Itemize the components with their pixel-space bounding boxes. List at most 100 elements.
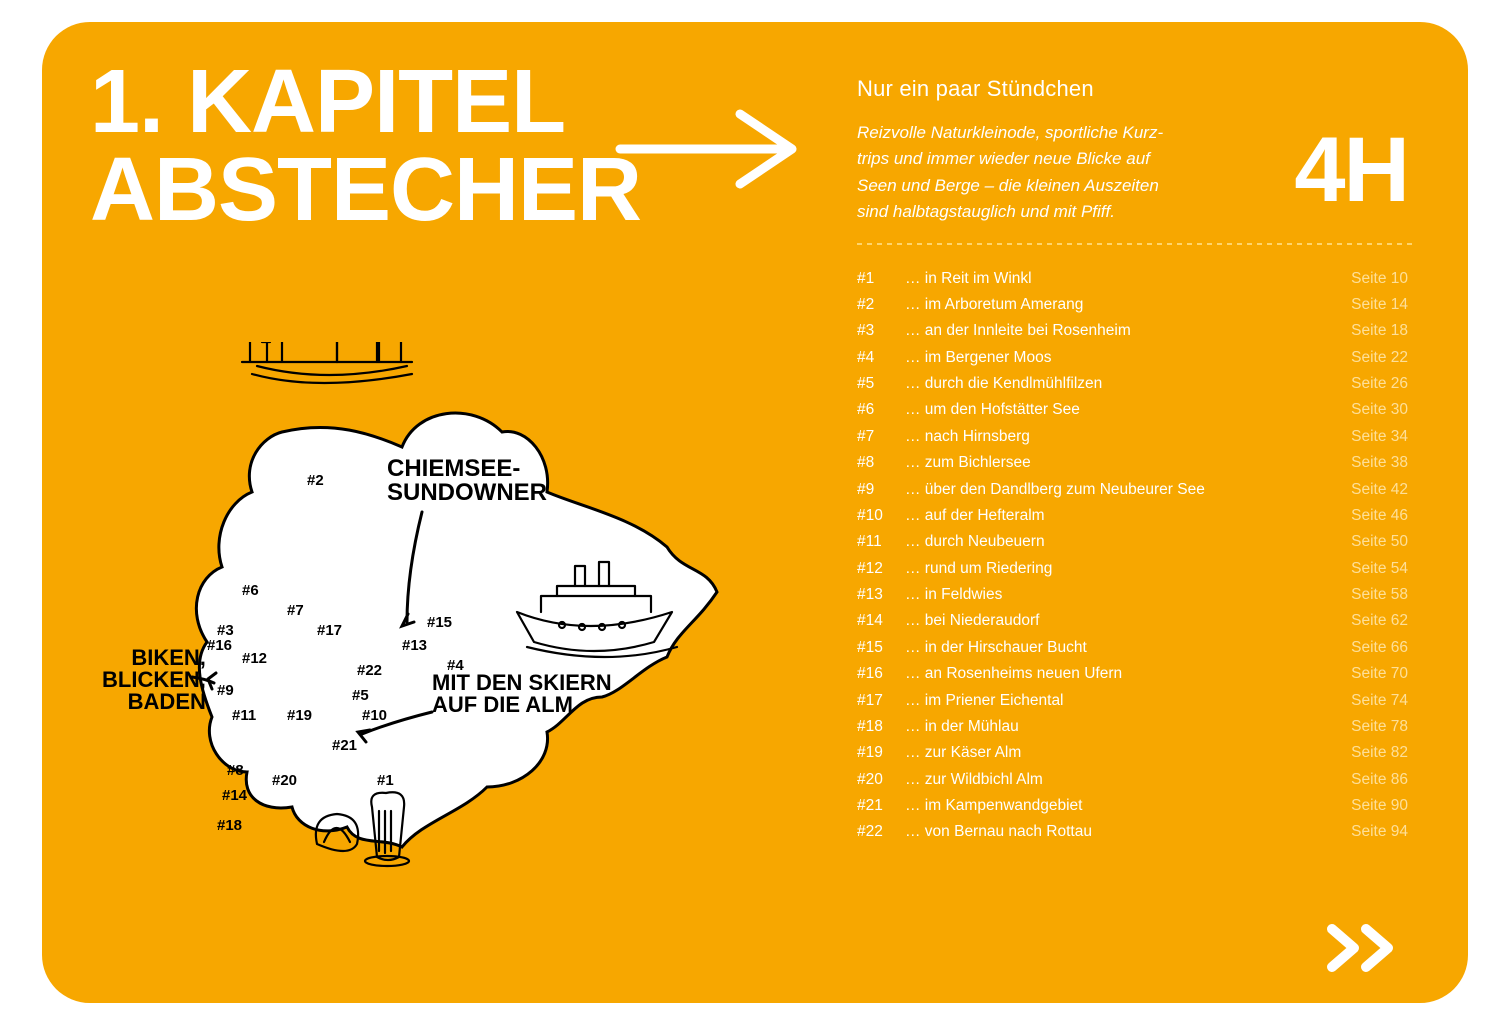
toc-row[interactable]: #12… rund um RiederingSeite 54 xyxy=(857,556,1408,582)
toc-number: #21 xyxy=(857,797,905,815)
map-callout-label: CHIEMSEE- SUNDOWNER xyxy=(387,457,547,505)
toc-title: … in Reit im Winkl xyxy=(905,270,1328,288)
toc-row[interactable]: #6… um den Hofstätter SeeSeite 30 xyxy=(857,397,1408,423)
toc-page: Seite 14 xyxy=(1328,296,1408,314)
toc-number: #13 xyxy=(857,586,905,604)
toc-title: … über den Dandlberg zum Neubeurer See xyxy=(905,481,1328,499)
toc-title: … bei Niederaudorf xyxy=(905,612,1328,630)
toc-page: Seite 82 xyxy=(1328,744,1408,762)
toc-row[interactable]: #9… über den Dandlberg zum Neubeurer See… xyxy=(857,476,1408,502)
toc-row[interactable]: #20… zur Wildbichl AlmSeite 86 xyxy=(857,767,1408,793)
toc-row[interactable]: #19… zur Käser AlmSeite 82 xyxy=(857,740,1408,766)
toc-number: #6 xyxy=(857,401,905,419)
map-point: #6 xyxy=(242,582,259,599)
chapter-title: 1. KAPITEL ABSTECHER xyxy=(90,58,641,234)
toc-title: … um den Hofstätter See xyxy=(905,401,1328,419)
toc-number: #9 xyxy=(857,481,905,499)
toc-title: … in der Hirschauer Bucht xyxy=(905,639,1328,657)
toc-number: #10 xyxy=(857,507,905,525)
toc-number: #7 xyxy=(857,428,905,446)
toc-page: Seite 38 xyxy=(1328,454,1408,472)
toc-title: … in der Mühlau xyxy=(905,718,1328,736)
toc-title: … zur Wildbichl Alm xyxy=(905,771,1328,789)
map-point: #2 xyxy=(307,472,324,489)
toc-page: Seite 58 xyxy=(1328,586,1408,604)
toc-page: Seite 90 xyxy=(1328,797,1408,815)
toc-title: … an Rosenheims neuen Ufern xyxy=(905,665,1328,683)
map-point: #12 xyxy=(242,650,267,667)
toc-title: … durch die Kendlmühlfilzen xyxy=(905,375,1328,393)
map-point: #18 xyxy=(217,817,242,834)
toc-number: #5 xyxy=(857,375,905,393)
toc-title: … auf der Hefteralm xyxy=(905,507,1328,525)
toc-title: … zum Bichlersee xyxy=(905,454,1328,472)
chapter-toc: #1… in Reit im WinklSeite 10#2… im Arbor… xyxy=(857,265,1408,845)
toc-number: #15 xyxy=(857,639,905,657)
toc-page: Seite 18 xyxy=(1328,322,1408,340)
toc-row[interactable]: #13… in FeldwiesSeite 58 xyxy=(857,582,1408,608)
toc-number: #18 xyxy=(857,718,905,736)
toc-page: Seite 30 xyxy=(1328,401,1408,419)
map-point: #22 xyxy=(357,662,382,679)
toc-number: #16 xyxy=(857,665,905,683)
divider xyxy=(857,243,1417,245)
toc-title: … von Bernau nach Rottau xyxy=(905,823,1328,841)
toc-row[interactable]: #15… in der Hirschauer BuchtSeite 66 xyxy=(857,635,1408,661)
toc-page: Seite 22 xyxy=(1328,349,1408,367)
toc-row[interactable]: #22… von Bernau nach RottauSeite 94 xyxy=(857,819,1408,845)
toc-number: #3 xyxy=(857,322,905,340)
toc-title: … an der Innleite bei Rosenheim xyxy=(905,322,1328,340)
toc-row[interactable]: #18… in der MühlauSeite 78 xyxy=(857,714,1408,740)
toc-row[interactable]: #2… im Arboretum AmerangSeite 14 xyxy=(857,292,1408,318)
map-point: #16 xyxy=(207,637,232,654)
map-point: #10 xyxy=(362,707,387,724)
toc-number: #1 xyxy=(857,270,905,288)
toc-row[interactable]: #10… auf der HefteralmSeite 46 xyxy=(857,503,1408,529)
chapter-map: #2#6#7#3#16#17#12#15#13#22#4#5#10#9#11#1… xyxy=(122,342,742,912)
toc-row[interactable]: #14… bei NiederaudorfSeite 62 xyxy=(857,608,1408,634)
toc-number: #12 xyxy=(857,560,905,578)
toc-title: … zur Käser Alm xyxy=(905,744,1328,762)
toc-row[interactable]: #3… an der Innleite bei RosenheimSeite 1… xyxy=(857,318,1408,344)
toc-title: … nach Hirnsberg xyxy=(905,428,1328,446)
map-callout-label: MIT DEN SKIERN AUF DIE ALM xyxy=(432,672,612,716)
map-point: #9 xyxy=(217,682,234,699)
toc-row[interactable]: #4… im Bergener MoosSeite 22 xyxy=(857,345,1408,371)
toc-row[interactable]: #16… an Rosenheims neuen UfernSeite 70 xyxy=(857,661,1408,687)
toc-page: Seite 34 xyxy=(1328,428,1408,446)
toc-number: #4 xyxy=(857,349,905,367)
map-callout-label: BIKEN, BLICKEN, BADEN xyxy=(102,647,206,713)
toc-row[interactable]: #1… in Reit im WinklSeite 10 xyxy=(857,265,1408,291)
map-point: #11 xyxy=(232,707,256,724)
toc-page: Seite 42 xyxy=(1328,481,1408,499)
toc-page: Seite 86 xyxy=(1328,771,1408,789)
toc-number: #2 xyxy=(857,296,905,314)
toc-row[interactable]: #5… durch die KendlmühlfilzenSeite 26 xyxy=(857,371,1408,397)
toc-page: Seite 10 xyxy=(1328,270,1408,288)
toc-title: … im Priener Eichental xyxy=(905,692,1328,710)
map-point: #7 xyxy=(287,602,304,619)
chapter-subheading: Nur ein paar Stündchen xyxy=(857,76,1408,102)
toc-page: Seite 50 xyxy=(1328,533,1408,551)
chapter-title-line2: ABSTECHER xyxy=(90,140,641,240)
toc-row[interactable]: #8… zum BichlerseeSeite 38 xyxy=(857,450,1408,476)
map-point: #19 xyxy=(287,707,312,724)
toc-row[interactable]: #11… durch NeubeuernSeite 50 xyxy=(857,529,1408,555)
toc-row[interactable]: #17… im Priener EichentalSeite 74 xyxy=(857,687,1408,713)
toc-page: Seite 46 xyxy=(1328,507,1408,525)
arrow-right-icon xyxy=(612,104,812,194)
toc-page: Seite 70 xyxy=(1328,665,1408,683)
toc-number: #22 xyxy=(857,823,905,841)
toc-page: Seite 62 xyxy=(1328,612,1408,630)
map-point: #1 xyxy=(377,772,394,789)
toc-row[interactable]: #7… nach HirnsbergSeite 34 xyxy=(857,424,1408,450)
toc-row[interactable]: #21… im KampenwandgebietSeite 90 xyxy=(857,793,1408,819)
toc-title: … rund um Riedering xyxy=(905,560,1328,578)
duration-badge: 4H xyxy=(1294,118,1408,223)
toc-number: #20 xyxy=(857,771,905,789)
toc-number: #19 xyxy=(857,744,905,762)
toc-title: … in Feldwies xyxy=(905,586,1328,604)
next-chevrons-icon[interactable] xyxy=(1326,923,1406,973)
toc-title: … im Kampenwandgebiet xyxy=(905,797,1328,815)
map-point: #15 xyxy=(427,614,452,631)
